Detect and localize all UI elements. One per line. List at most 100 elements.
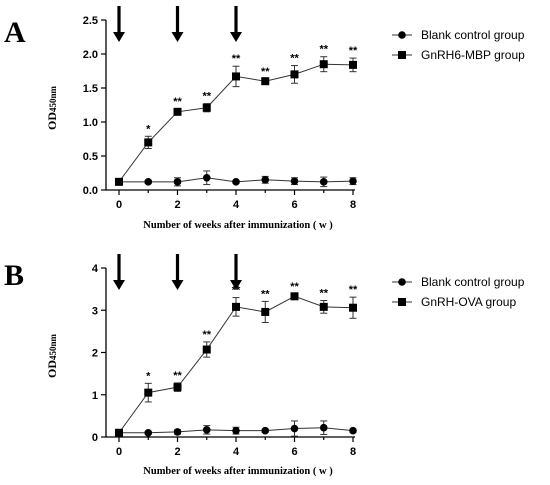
x-tick-label-b: 2 xyxy=(174,446,180,458)
immunization-arrow-head-a xyxy=(113,32,125,42)
data-point-square-a xyxy=(319,60,328,69)
x-tick-label-b: 0 xyxy=(116,446,122,458)
data-point-circle-a xyxy=(202,173,211,182)
y-tick-label-b: 2 xyxy=(92,348,98,360)
y-tick-label-a: 2.0 xyxy=(83,49,98,61)
panel-a: A OD450nm Number of weeks after immuniza… xyxy=(4,6,525,231)
panel-label-b: B xyxy=(4,259,24,292)
significance-marker-b: ** xyxy=(232,285,241,297)
data-point-circle-a xyxy=(261,176,270,184)
y-axis-label-main-a: OD xyxy=(45,112,59,130)
data-point-square-a xyxy=(349,60,357,69)
immunization-arrow-head-b xyxy=(113,280,125,290)
data-point-circle-a xyxy=(349,177,357,185)
significance-marker-b: * xyxy=(146,370,151,382)
x-axis-label-a: Number of weeks after immunization ( w ) xyxy=(143,220,333,231)
y-axis-label-main-b: OD xyxy=(45,360,59,378)
data-point-square-b xyxy=(319,302,328,311)
immunization-arrow-head-a xyxy=(230,32,242,42)
y-axis-label-b: OD450nm xyxy=(45,334,59,379)
immunization-arrow-head-b xyxy=(171,280,184,290)
data-point-square-b xyxy=(290,292,299,301)
data-point-circle-b xyxy=(144,428,153,437)
y-axis-label-sub-a: 450nm xyxy=(48,86,58,113)
x-tick-label-a: 0 xyxy=(116,199,122,211)
y-tick-label-a: 0.0 xyxy=(83,185,98,197)
data-point-square-b xyxy=(173,383,182,392)
legend-b: Blank control group GnRH-OVA group xyxy=(392,275,525,309)
data-point-circle-b xyxy=(202,426,211,434)
immunization-arrow-head-a xyxy=(171,32,184,42)
data-point-square-a xyxy=(202,103,211,112)
x-tick-label-a: 8 xyxy=(350,199,356,211)
y-tick-label-a: 0.5 xyxy=(83,151,98,163)
data-point-square-a xyxy=(173,107,182,116)
y-tick-label-b: 1 xyxy=(92,390,98,402)
data-point-square-b xyxy=(144,388,153,397)
y-tick-label-b: 0 xyxy=(92,432,98,444)
significance-marker-a: ** xyxy=(349,45,358,57)
legend-label-b: Blank control group xyxy=(421,275,525,289)
immunization-arrow-head-b xyxy=(230,280,242,290)
data-point-circle-a xyxy=(173,178,182,186)
data-point-square-b xyxy=(261,307,270,316)
data-point-square-a xyxy=(232,72,240,81)
data-point-circle-b xyxy=(349,426,357,435)
x-tick-label-a: 4 xyxy=(233,199,240,211)
significance-marker-b: ** xyxy=(202,329,211,341)
data-point-circle-b xyxy=(261,426,270,435)
data-point-square-a xyxy=(290,70,299,79)
data-point-square-a xyxy=(115,177,123,186)
significance-marker-b: ** xyxy=(173,370,182,382)
data-point-circle-b xyxy=(290,424,299,433)
data-point-square-a xyxy=(261,77,270,86)
significance-marker-b: ** xyxy=(349,284,358,296)
significance-marker-a: ** xyxy=(319,44,328,56)
data-point-circle-b xyxy=(232,426,240,435)
data-point-square-b xyxy=(115,428,123,437)
legend-label-a: GnRH6-MBP group xyxy=(421,48,525,62)
data-point-circle-b xyxy=(173,428,182,436)
x-axis-label-b: Number of weeks after immunization ( w ) xyxy=(143,466,333,477)
legend-marker-square-b xyxy=(398,298,406,306)
significance-marker-a: ** xyxy=(173,96,182,108)
x-tick-label-b: 8 xyxy=(350,446,356,458)
data-point-circle-a xyxy=(232,178,240,186)
data-point-circle-a xyxy=(290,177,299,185)
data-point-square-b xyxy=(202,345,211,354)
data-point-circle-a xyxy=(319,178,328,186)
significance-marker-b: ** xyxy=(319,288,328,300)
significance-marker-b: ** xyxy=(290,281,299,293)
significance-marker-a: ** xyxy=(290,53,299,65)
y-tick-label-a: 1.0 xyxy=(83,117,98,129)
y-tick-label-a: 2.5 xyxy=(83,15,98,27)
y-tick-label-b: 4 xyxy=(92,263,99,275)
legend-label-a: Blank control group xyxy=(421,28,525,42)
significance-marker-b: ** xyxy=(261,288,270,300)
x-tick-label-b: 6 xyxy=(291,446,297,458)
data-point-square-a xyxy=(144,138,153,147)
x-tick-label-a: 2 xyxy=(174,199,180,211)
plot-area-a: 0.00.51.01.52.02.50 2 4 6 8*** ********** ** xyxy=(83,6,358,211)
y-axis-label-a: OD450nm xyxy=(45,86,59,131)
legend-marker-square-a xyxy=(398,51,406,59)
series-line-b-1 xyxy=(118,295,354,434)
significance-marker-a: ** xyxy=(261,66,270,78)
legend-label-b: GnRH-OVA group xyxy=(421,295,516,309)
legend-marker-circle-a xyxy=(398,31,406,39)
data-point-circle-a xyxy=(144,178,153,186)
data-point-square-b xyxy=(232,302,240,311)
y-tick-label-a: 1.5 xyxy=(83,83,98,95)
y-tick-label-b: 3 xyxy=(92,305,98,317)
x-tick-label-b: 4 xyxy=(233,446,240,458)
y-axis-label-sub-b: 450nm xyxy=(48,334,58,361)
data-point-square-b xyxy=(349,303,357,312)
significance-marker-a: ** xyxy=(232,53,241,65)
significance-marker-a: * xyxy=(146,123,151,135)
legend-marker-circle-b xyxy=(398,278,406,286)
legend-a: Blank control group GnRH6-MBP group xyxy=(392,28,525,62)
x-tick-label-a: 6 xyxy=(291,199,297,211)
significance-marker-a: ** xyxy=(202,91,211,103)
